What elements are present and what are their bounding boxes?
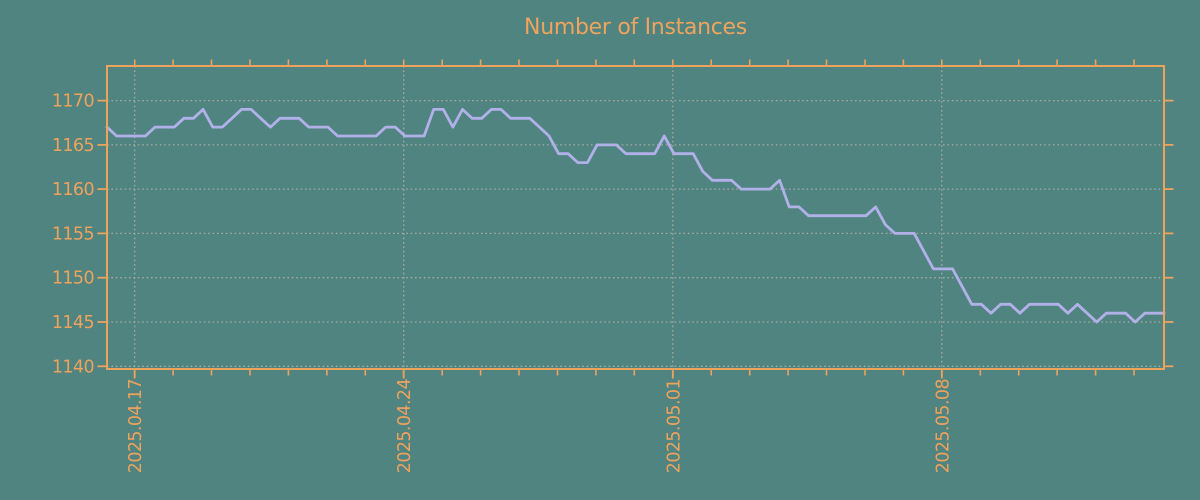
series-line-instances xyxy=(105,108,1166,324)
y-tick-label: 1145 xyxy=(52,313,94,333)
y-tick-label: 1155 xyxy=(52,224,94,244)
plot-frame xyxy=(106,65,1165,370)
x-tick-label: 2025.05.01 xyxy=(664,379,684,473)
y-tick-label: 1170 xyxy=(52,92,94,112)
chart-title: Number of Instances xyxy=(524,15,747,40)
x-tick-label: 2025.04.24 xyxy=(395,379,415,474)
x-tick-label: 2025.05.08 xyxy=(933,379,953,473)
y-tick-label: 1165 xyxy=(52,136,94,156)
y-tick-label: 1150 xyxy=(52,269,94,289)
y-tick-label: 1160 xyxy=(52,180,94,200)
y-tick-label: 1140 xyxy=(52,357,94,377)
x-tick-label: 2025.04.17 xyxy=(126,379,146,473)
